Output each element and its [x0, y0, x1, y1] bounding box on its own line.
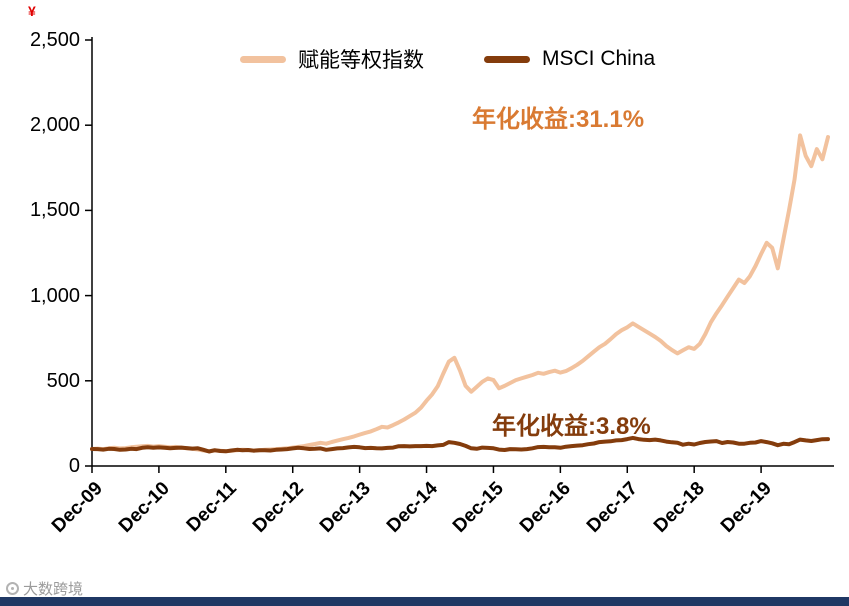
- legend: 赋能等权指数 MSCI China: [240, 44, 701, 74]
- watermark: 大数跨境: [6, 578, 83, 599]
- y-axis-label: 500: [46, 369, 80, 392]
- legend-swatch-msci-icon: [484, 55, 530, 63]
- legend-item-msci: MSCI China: [484, 47, 655, 71]
- y-axis-label: 2,500: [29, 29, 80, 51]
- y-axis-label: 0: [68, 455, 80, 477]
- y-axis-label: 1,000: [29, 284, 80, 307]
- legend-label-fuNeng: 赋能等权指数: [298, 49, 424, 72]
- y-axis-label: 1,500: [29, 199, 80, 222]
- annotation-msci-return: 年化收益:3.8%: [492, 413, 651, 440]
- legend-swatch-fuNeng-icon: [240, 55, 286, 63]
- legend-item-fuNeng: 赋能等权指数: [240, 44, 424, 74]
- watermark-text: 大数跨境: [23, 581, 84, 598]
- y-axis-label: 2,000: [29, 114, 80, 137]
- annotation-fuNeng-return: 年化收益:31.1%: [472, 106, 645, 133]
- footer-bar: [0, 597, 849, 606]
- watermark-logo-icon: [6, 582, 19, 595]
- legend-label-msci: MSCI China: [542, 47, 656, 70]
- corner-mark: ¥: [28, 3, 36, 19]
